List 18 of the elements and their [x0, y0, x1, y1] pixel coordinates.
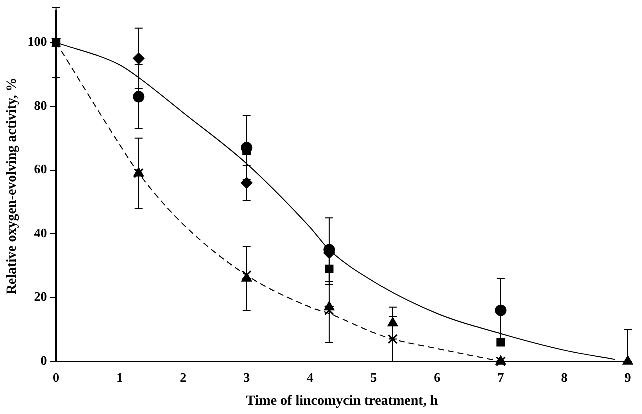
y-tick-label: 40 [34, 225, 48, 240]
y-tick-label: 100 [28, 34, 48, 50]
x-tick-label: 1 [116, 370, 124, 385]
x-tick-label: 5 [370, 370, 378, 385]
y-tick-label: 20 [34, 289, 48, 304]
x-tick-label: 9 [624, 370, 632, 385]
x-tick-label: 8 [561, 370, 568, 385]
x-tick-label: 6 [434, 370, 442, 385]
x-tick-label: 4 [307, 370, 314, 385]
y-axis-title: Relative oxygen-evolving activity, % [5, 78, 20, 295]
y-tick-label: 0 [40, 352, 48, 368]
x-tick-label: 0 [53, 370, 60, 385]
x-tick-label: 3 [244, 370, 251, 385]
y-tick-label: 80 [34, 98, 48, 113]
x-axis-title: Time of lincomycin treatment, h [246, 394, 438, 410]
y-tick-label: 60 [34, 162, 48, 177]
x-tick-label: 2 [180, 370, 187, 385]
x-tick-label: 7 [498, 370, 505, 385]
